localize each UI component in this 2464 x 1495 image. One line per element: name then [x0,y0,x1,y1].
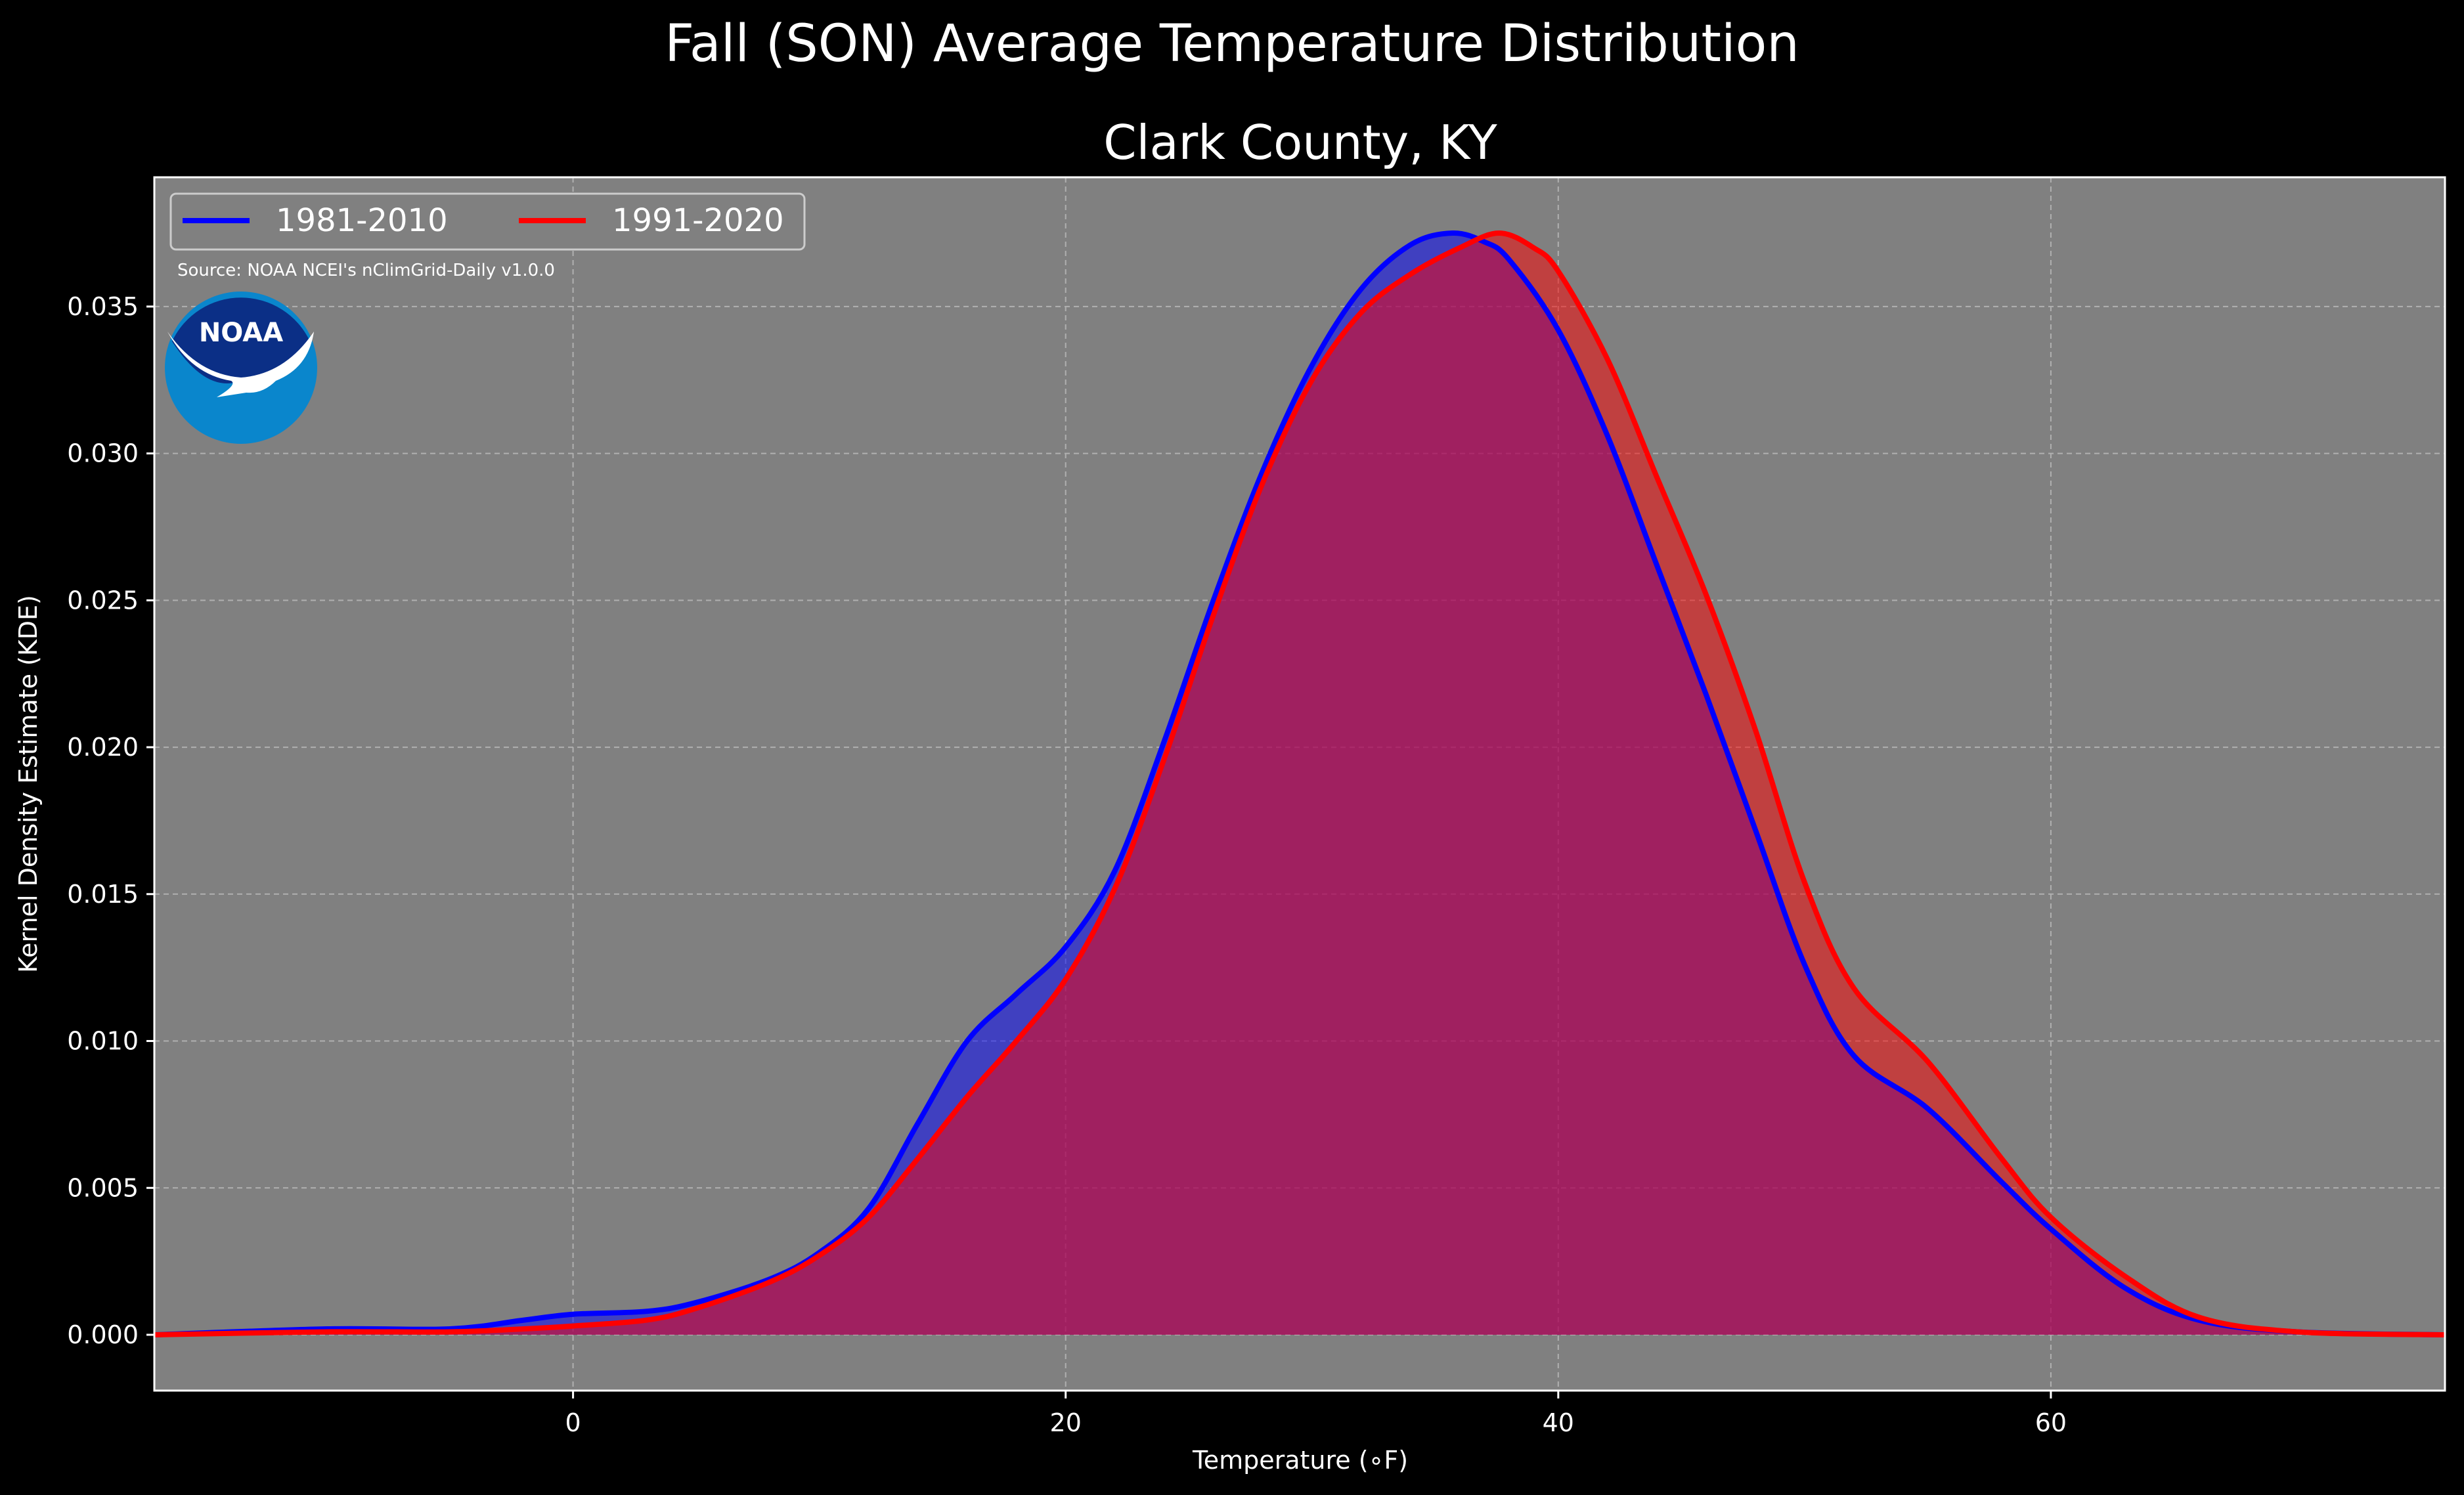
density-lines [154,230,2446,1337]
y-tick-label: 0.015 [67,880,139,909]
y-axis-ticks: 0.000 0.005 0.010 0.015 0.020 0.025 0.030 0.035 [67,292,154,1349]
y-tick-label: 0.035 [67,292,139,321]
x-axis-ticks: 0 20 40 60 [565,1391,2067,1437]
noaa-logo-bird-icon [167,332,314,397]
density-fills [154,232,2445,1335]
noaa-logo-dark-cap [172,297,310,383]
x-tick-label: 0 [565,1408,581,1437]
noaa-logo-text: NOAA [199,318,283,348]
figure-title: Fall (SON) Average Temperature Distribut… [665,14,1799,74]
y-tick-label: 0.025 [67,586,139,615]
y-tick-label: 0.030 [67,439,139,468]
legend-label-1991-2020: 1991-2020 [612,202,784,239]
area-fill-1991-2020 [154,233,2445,1335]
chart-subtitle: Clark County, KY [1103,115,1497,170]
x-tick-label: 40 [1543,1408,1574,1437]
x-tick-label: 60 [2035,1408,2067,1437]
y-tick-label: 0.020 [67,733,139,762]
y-axis-label: Kernel Density Estimate (KDE) [14,595,43,973]
legend-label-1981-2010: 1981-2010 [276,202,448,239]
density-line-1981-2010 [154,230,2446,1337]
y-tick-label: 0.000 [67,1320,139,1349]
plot-frame [153,176,2446,1392]
y-tick-label: 0.005 [67,1173,139,1202]
y-tick-label: 0.010 [67,1027,139,1056]
legend: 1981-2010 1991-2020 [169,192,806,251]
source-note: Source: NOAA NCEI's nClimGrid-Daily v1.0… [177,261,555,280]
noaa-logo: NOAA [165,292,317,444]
density-line-1991-2020 [154,230,2446,1337]
legend-box [169,192,806,251]
x-axis-label: Temperature (∘F) [1192,1446,1408,1475]
x-tick-label: 20 [1050,1408,1082,1437]
